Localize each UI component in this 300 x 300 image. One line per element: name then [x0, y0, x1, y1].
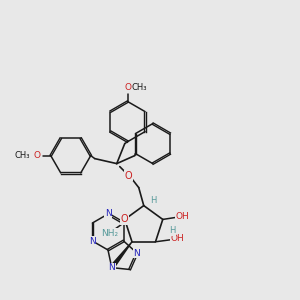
- Text: O: O: [124, 83, 131, 92]
- Text: N: N: [105, 209, 111, 218]
- Text: NH₂: NH₂: [101, 229, 118, 238]
- Text: H: H: [169, 226, 176, 235]
- Text: OH: OH: [176, 212, 190, 221]
- Text: OH: OH: [171, 234, 184, 243]
- Text: H: H: [151, 196, 157, 205]
- Text: N: N: [134, 248, 140, 257]
- Text: CH₃: CH₃: [132, 83, 148, 92]
- Text: N: N: [89, 236, 96, 245]
- Text: CH₃: CH₃: [15, 151, 31, 160]
- Text: O: O: [121, 214, 128, 224]
- Text: O: O: [125, 171, 133, 181]
- Polygon shape: [110, 242, 132, 269]
- Text: N: N: [108, 263, 115, 272]
- Text: O: O: [33, 151, 40, 160]
